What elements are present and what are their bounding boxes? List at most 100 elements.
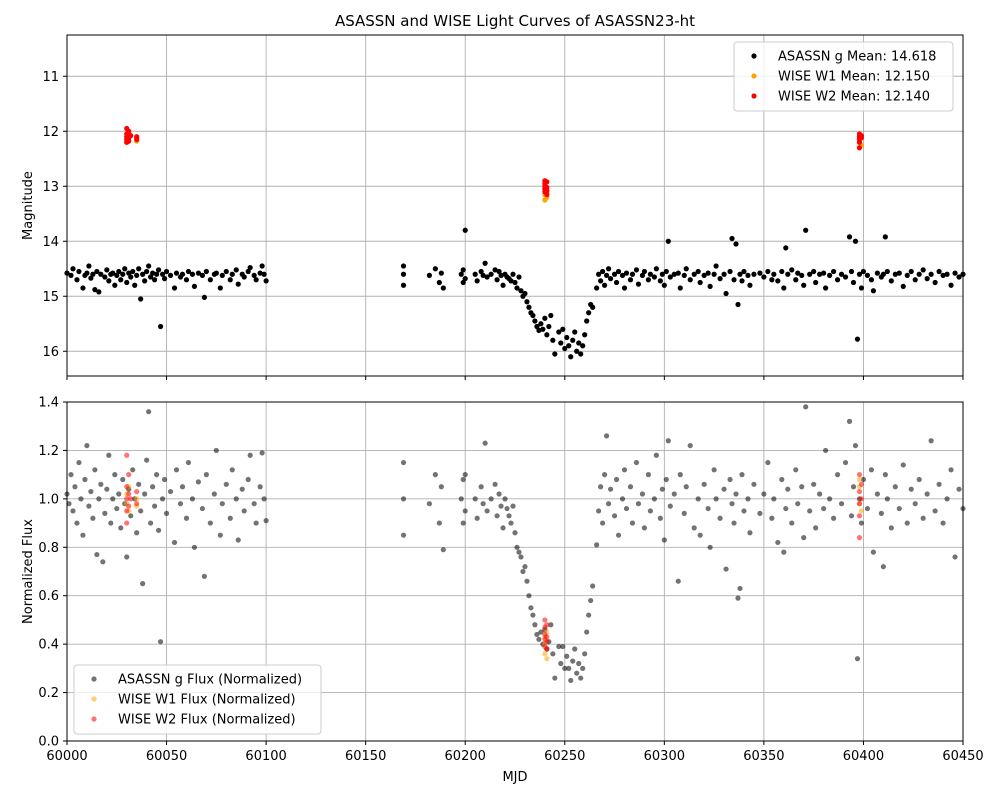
flux-y-tick-label-0-8: 0.8	[38, 541, 59, 556]
flux-point-s0-86	[400, 532, 407, 538]
magnitude-point-s0-87	[440, 285, 446, 291]
flux-point-s0-256	[896, 505, 902, 512]
flux-point-s0-189	[691, 525, 697, 531]
magnitude-point-s0-243	[868, 277, 875, 283]
magnitude-point-s0-80	[400, 271, 407, 277]
magnitude-point-s0-30	[132, 282, 138, 288]
flux-point-s0-35	[134, 530, 140, 536]
magnitude-point-s0-88	[458, 271, 464, 277]
flux-point-s0-204	[735, 595, 741, 601]
magnitude-point-s0-156	[607, 276, 614, 282]
flux-point-s0-83	[263, 518, 269, 524]
magnitude-point-s0-226	[817, 271, 823, 277]
flux-point-s0-97	[472, 496, 478, 502]
flux-point-s0-71	[229, 467, 235, 473]
flux-point-s0-266	[936, 481, 942, 487]
magnitude-point-s0-208	[761, 274, 767, 280]
magnitude-point-s0-227	[821, 270, 827, 276]
flux-point-s2-5	[126, 472, 132, 478]
magnitude-point-s0-136	[566, 343, 572, 349]
flux-point-s0-228	[811, 481, 817, 487]
flux-point-s0-221	[789, 520, 795, 526]
magnitude-point-s0-71	[241, 274, 247, 280]
flux-point-s2-18	[544, 639, 550, 645]
magnitude-point-s0-145	[584, 318, 590, 324]
flux-point-s0-101	[482, 440, 488, 446]
magnitude-point-s0-265	[948, 282, 954, 288]
magnitude-point-s0-146	[586, 310, 592, 316]
flux-point-s0-152	[590, 583, 596, 589]
magnitude-point-s0-100	[492, 267, 498, 273]
flux-point-s0-215	[771, 496, 777, 502]
magnitude-point-s0-128	[548, 312, 554, 319]
flux-x-tick-label-60000: 60000	[46, 749, 87, 764]
magnitude-point-s0-11	[92, 287, 98, 293]
magnitude-point-s0-43	[157, 323, 164, 330]
flux-y-tick-label-1-2: 1.2	[38, 444, 59, 459]
magnitude-point-s0-216	[785, 271, 791, 277]
magnitude-point-s0-210	[769, 277, 775, 283]
magnitude-point-s0-112	[516, 274, 522, 280]
magnitude-point-s0-204	[745, 272, 751, 278]
magnitude-point-s0-214	[781, 285, 787, 291]
magnitude-point-s0-69	[235, 281, 241, 287]
magnitude-point-s0-28	[128, 274, 134, 280]
flux-point-s0-182	[667, 503, 673, 509]
flux-point-s0-62	[201, 573, 207, 579]
magnitude-point-s0-250	[888, 278, 894, 284]
legend-marker-wise-w2-mean	[751, 93, 757, 99]
flux-point-s0-122	[528, 605, 534, 611]
flux-point-s0-176	[653, 452, 659, 458]
magnitude-point-s0-180	[675, 270, 681, 276]
magnitude-point-s0-173	[657, 278, 663, 284]
magnitude-point-s0-26	[124, 279, 130, 286]
flux-point-s2-6	[126, 491, 132, 497]
flux-point-s0-174	[647, 508, 654, 514]
magnitude-point-s0-259	[924, 276, 930, 282]
flux-point-s0-191	[697, 532, 703, 538]
flux-point-s2-16	[544, 622, 550, 628]
flux-point-s0-155	[598, 484, 604, 490]
legend-label-wise-w1-mean: WISE W1 Mean: 12.150	[778, 70, 930, 85]
magnitude-point-s0-122	[536, 327, 542, 333]
flux-point-s0-257	[900, 462, 906, 468]
flux-point-s0-110	[504, 505, 510, 512]
flux-point-s0-108	[500, 525, 506, 531]
flux-point-s0-102	[484, 508, 490, 514]
magnitude-point-s0-193	[717, 276, 723, 282]
magnitude-point-s0-196	[727, 268, 733, 275]
flux-point-s0-156	[600, 520, 606, 526]
legend-label-wise-w1-flux: WISE W1 Flux (Normalized)	[118, 693, 296, 708]
flux-x-tick-label-60400: 60400	[843, 749, 884, 764]
flux-point-s0-33	[130, 467, 136, 473]
magnitude-point-s0-38	[148, 274, 154, 280]
magnitude-point-s0-217	[789, 267, 795, 273]
flux-point-s0-78	[251, 501, 257, 507]
flux-legend: ASASSN g Flux (Normalized) WISE W1 Flux …	[73, 664, 322, 735]
flux-point-s0-146	[578, 675, 584, 681]
flux-point-s0-252	[882, 472, 888, 478]
magnitude-point-s0-161	[621, 285, 628, 291]
flux-point-s0-261	[916, 476, 922, 483]
flux-point-s0-111	[506, 513, 512, 519]
magnitude-point-s2-24	[856, 145, 863, 151]
magnitude-point-s0-22	[116, 268, 122, 275]
flux-point-s0-10	[84, 442, 90, 449]
magnitude-point-s0-36	[144, 268, 150, 275]
magnitude-point-s0-67	[229, 271, 235, 277]
flux-point-s0-9	[82, 476, 88, 483]
flux-x-tick-label-60100: 60100	[245, 749, 286, 764]
flux-point-s0-148	[582, 651, 588, 657]
flux-point-s0-82	[261, 496, 267, 502]
flux-point-s2-2	[124, 496, 130, 502]
magnitude-point-s0-177	[665, 238, 671, 244]
magnitude-point-s0-111	[514, 285, 520, 291]
flux-point-s2-19	[544, 646, 550, 652]
flux-point-s0-22	[108, 520, 114, 526]
magnitude-point-s0-25	[122, 266, 128, 272]
magnitude-point-s0-64	[219, 272, 225, 278]
flux-point-s0-6	[76, 459, 82, 466]
flux-point-s0-45	[154, 472, 160, 478]
magnitude-legend-box	[733, 41, 954, 112]
magnitude-point-s0-202	[739, 278, 745, 284]
